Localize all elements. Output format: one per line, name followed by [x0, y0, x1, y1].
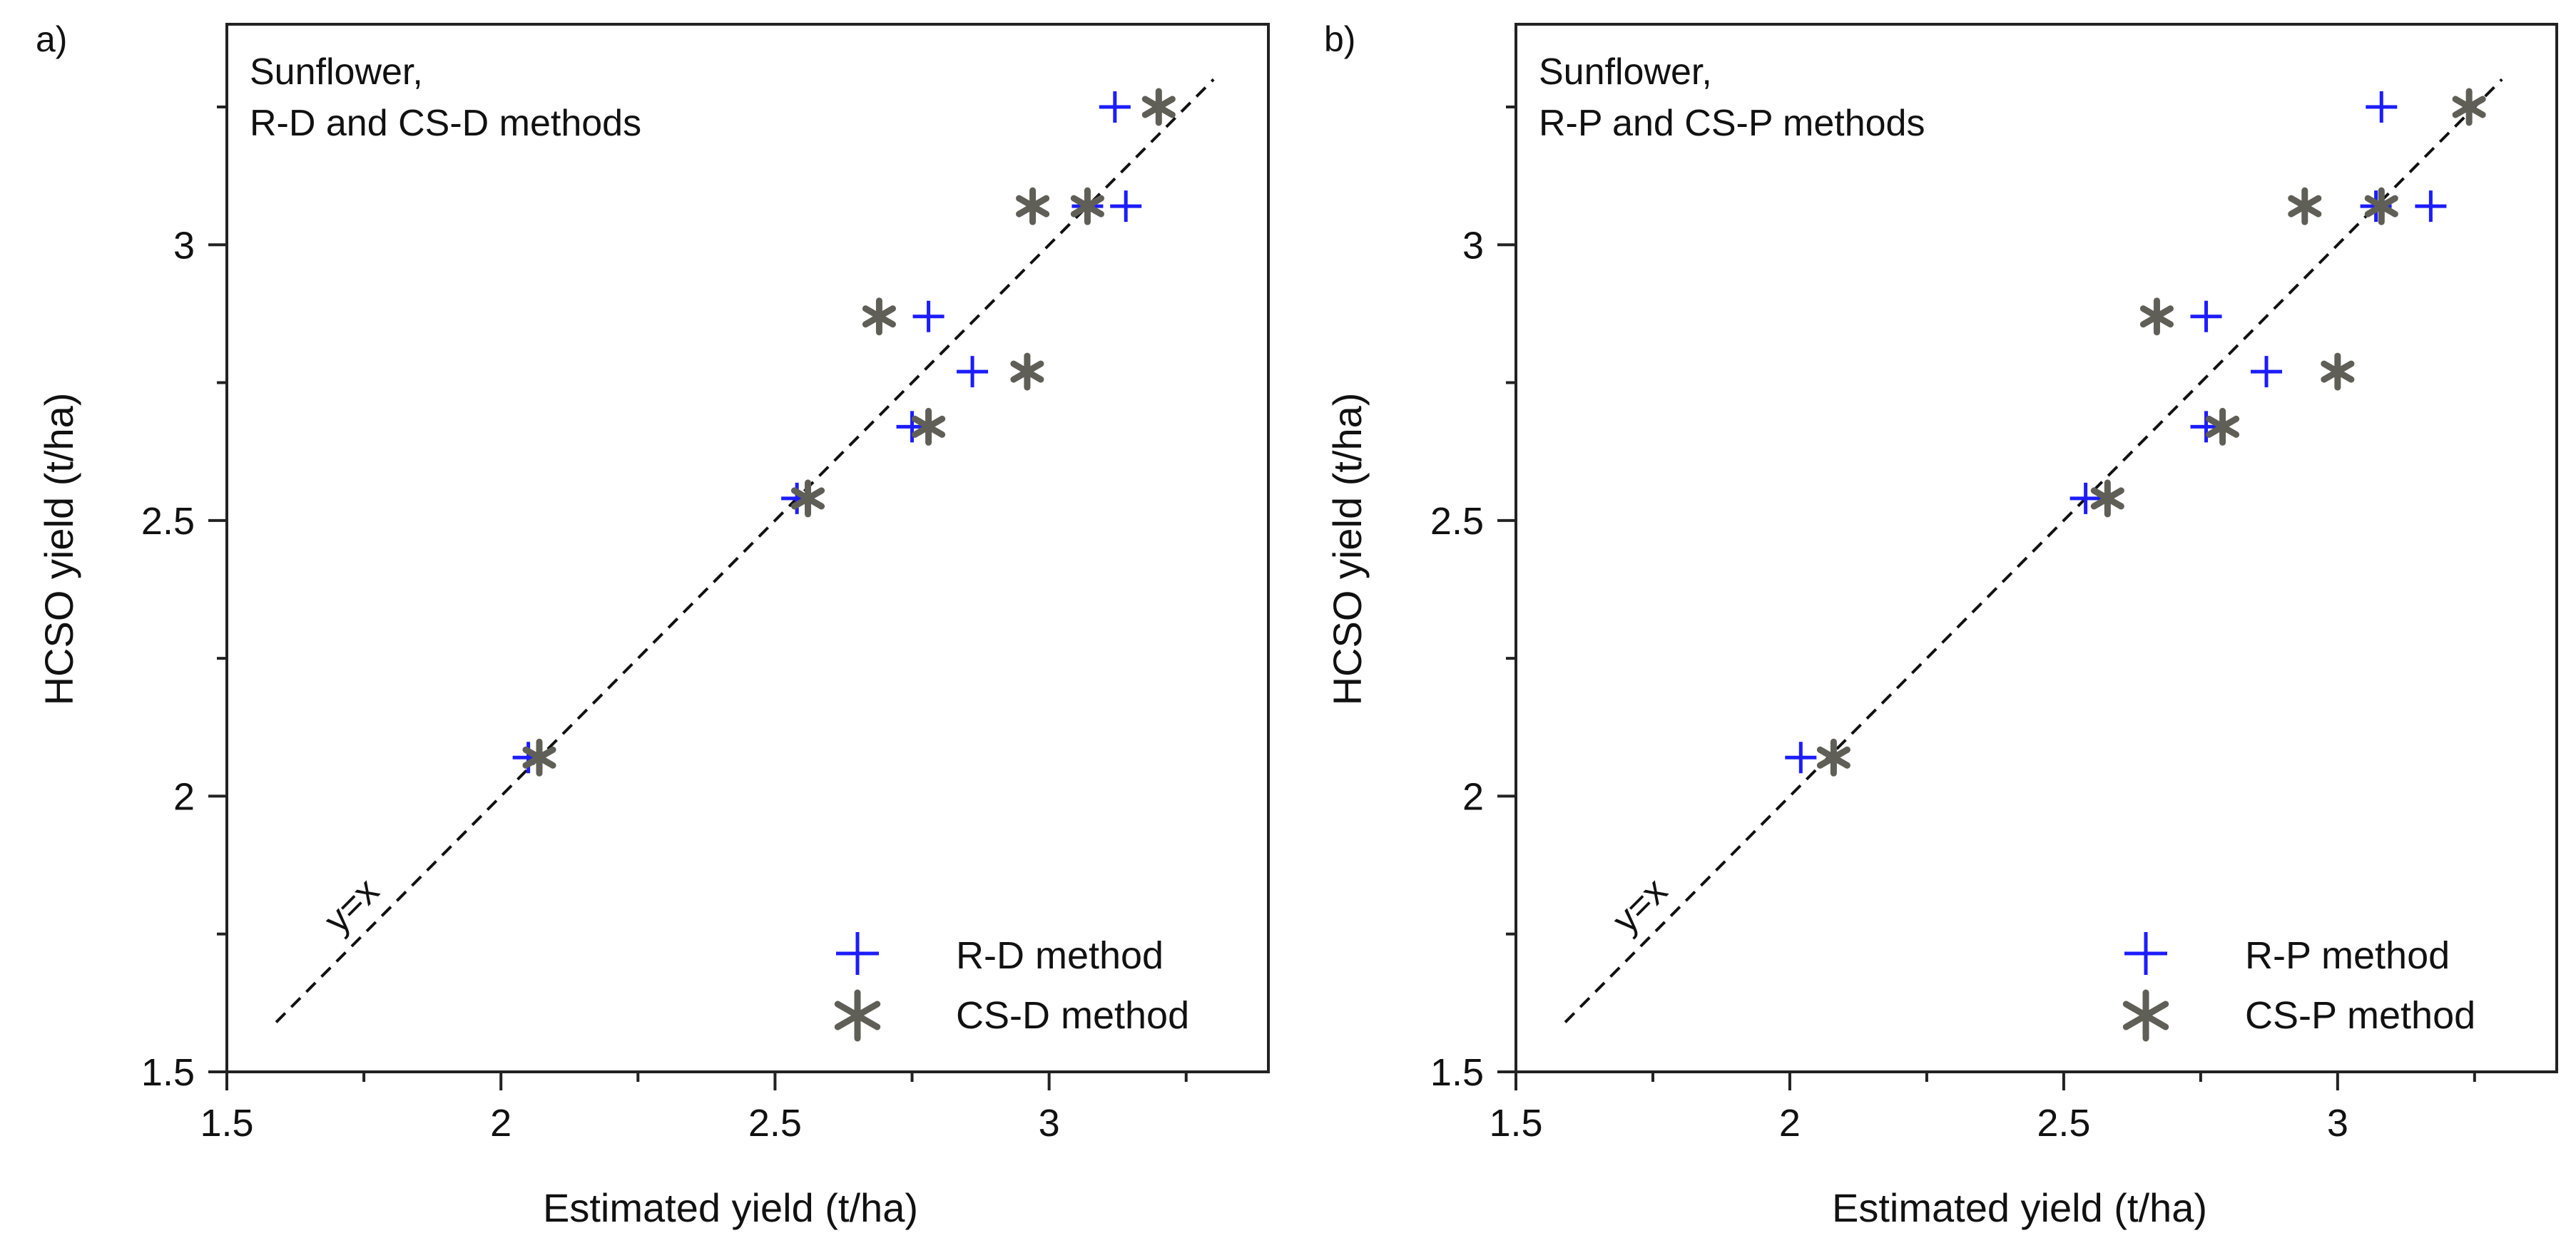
data-point-asterisk: [2452, 88, 2486, 126]
data-point-plus: [1110, 190, 1142, 223]
legend-marker-asterisk: [834, 989, 881, 1042]
data-point-plus: [912, 300, 945, 332]
data-point-plus: [2190, 300, 2222, 332]
asterisk-arm: [852, 1011, 881, 1030]
legend-marker-plus: [836, 932, 879, 975]
asterisk-arm: [1028, 202, 1050, 218]
panel-annotation-line-1: Sunflower,: [250, 51, 423, 93]
y-tick-label: 1.5: [141, 1051, 195, 1094]
y-tick-label: 2: [1462, 775, 1484, 818]
asterisk-arm: [2333, 367, 2355, 383]
data-point-asterisk: [1010, 352, 1044, 391]
data-point-plus: [2251, 356, 2283, 388]
y-tick-label: 2.5: [141, 500, 195, 543]
asterisk-arm: [1022, 367, 1044, 383]
data-point-asterisk: [2206, 407, 2240, 446]
data-point-asterisk: [2364, 187, 2398, 225]
panel-annotation-line-2: R-P and CS-P methods: [1539, 103, 1925, 144]
legend-label-cs-d-method: CS-D method: [956, 994, 1189, 1037]
data-point-asterisk: [1016, 187, 1050, 225]
y-tick-label: 2.5: [1430, 500, 1484, 543]
asterisk-arm: [2152, 312, 2174, 328]
data-point-asterisk: [2321, 352, 2355, 391]
x-tick-label: 3: [2327, 1102, 2348, 1145]
asterisk-arm: [2141, 1011, 2169, 1030]
data-point-plus: [2366, 91, 2398, 123]
asterisk-arm: [534, 753, 556, 769]
reference-line-y-equals-x: [275, 78, 1215, 1023]
y-axis-title: HCSO yield (t/ha): [1325, 393, 1370, 706]
asterisk-arm: [803, 494, 825, 510]
asterisk-arm: [875, 312, 896, 328]
asterisk-arm: [2377, 202, 2398, 218]
y-tick-label: 1.5: [1430, 1051, 1484, 1094]
data-point-asterisk: [790, 479, 825, 518]
data-point-asterisk: [1816, 738, 1850, 777]
data-point-plus: [957, 356, 989, 388]
asterisk-arm: [1829, 753, 1850, 769]
data-point-plus: [2070, 482, 2102, 514]
panel-label: b): [1324, 19, 1355, 59]
data-point-asterisk: [1070, 187, 1104, 225]
asterisk-arm: [1154, 103, 1176, 118]
asterisk-arm: [2465, 103, 2486, 118]
y-tick-label: 3: [173, 224, 195, 267]
data-point-asterisk: [2139, 297, 2174, 336]
x-tick-label: 1.5: [1489, 1102, 1542, 1145]
y-tick-label: 3: [1462, 224, 1484, 267]
data-point-plus: [2415, 190, 2447, 223]
y-tick-label: 2: [173, 775, 195, 818]
asterisk-arm: [2218, 423, 2240, 438]
legend-label-r-p-method: R-P method: [2245, 934, 2450, 977]
x-tick-label: 2: [1779, 1102, 1801, 1145]
data-point-asterisk: [1141, 88, 1176, 126]
panel-b: b) Sunflower, R-P and CS-P methods Estim…: [1324, 19, 2558, 1230]
plot-frame: [225, 23, 1270, 1073]
asterisk-arm: [2300, 202, 2322, 218]
data-point-asterisk: [862, 297, 896, 336]
legend-marker-asterisk: [2122, 989, 2169, 1042]
data-point-asterisk: [2090, 479, 2124, 518]
legend-marker-plus: [2124, 932, 2167, 975]
x-tick-label: 3: [1039, 1102, 1060, 1145]
data-point-plus: [1785, 742, 1817, 774]
x-tick-label: 2: [490, 1102, 511, 1145]
data-point-asterisk: [912, 407, 946, 446]
x-tick-label: 2.5: [2037, 1102, 2090, 1145]
data-point-asterisk: [522, 738, 556, 777]
x-tick-label: 1.5: [200, 1102, 253, 1145]
y-axis-title: HCSO yield (t/ha): [36, 393, 81, 706]
panel-annotation-line-2: R-D and CS-D methods: [250, 103, 641, 144]
data-point-asterisk: [2288, 187, 2322, 225]
legend-label-cs-p-method: CS-P method: [2245, 994, 2475, 1037]
asterisk-arm: [1083, 202, 1104, 218]
asterisk-arm: [2103, 494, 2124, 510]
asterisk-arm: [924, 423, 946, 438]
data-point-plus: [1099, 91, 1131, 123]
x-axis-title: Estimated yield (t/ha): [1832, 1185, 2207, 1230]
panel-a: a) Sunflower, R-D and CS-D methods Estim…: [36, 19, 1270, 1230]
x-tick-label: 2.5: [748, 1102, 802, 1145]
x-axis-title: Estimated yield (t/ha): [543, 1185, 918, 1230]
reference-line-y-equals-x: [1564, 78, 2503, 1023]
legend-label-r-d-method: R-D method: [956, 934, 1164, 977]
panel-annotation-line-1: Sunflower,: [1539, 51, 1712, 93]
panel-label: a): [36, 19, 67, 59]
plot-frame: [1514, 23, 2558, 1073]
